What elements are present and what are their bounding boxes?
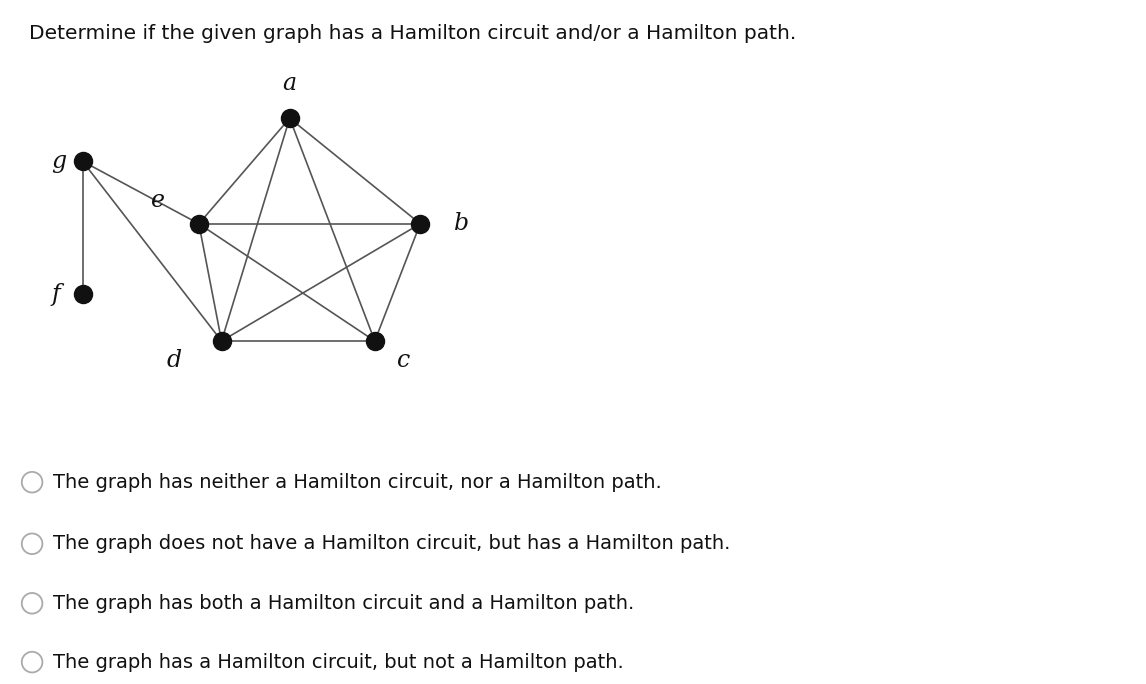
Text: b: b [454, 212, 470, 235]
Text: The graph has a Hamilton circuit, but not a Hamilton path.: The graph has a Hamilton circuit, but no… [53, 653, 623, 672]
Text: f: f [52, 282, 60, 306]
Text: a: a [283, 72, 297, 94]
Text: e: e [151, 189, 165, 212]
Text: d: d [166, 349, 182, 372]
Text: The graph does not have a Hamilton circuit, but has a Hamilton path.: The graph does not have a Hamilton circu… [53, 534, 730, 553]
Text: g: g [52, 150, 66, 173]
Text: The graph has neither a Hamilton circuit, nor a Hamilton path.: The graph has neither a Hamilton circuit… [53, 473, 661, 492]
Text: c: c [398, 349, 410, 372]
Text: The graph has both a Hamilton circuit and a Hamilton path.: The graph has both a Hamilton circuit an… [53, 594, 634, 613]
Text: Determine if the given graph has a Hamilton circuit and/or a Hamilton path.: Determine if the given graph has a Hamil… [29, 24, 796, 43]
